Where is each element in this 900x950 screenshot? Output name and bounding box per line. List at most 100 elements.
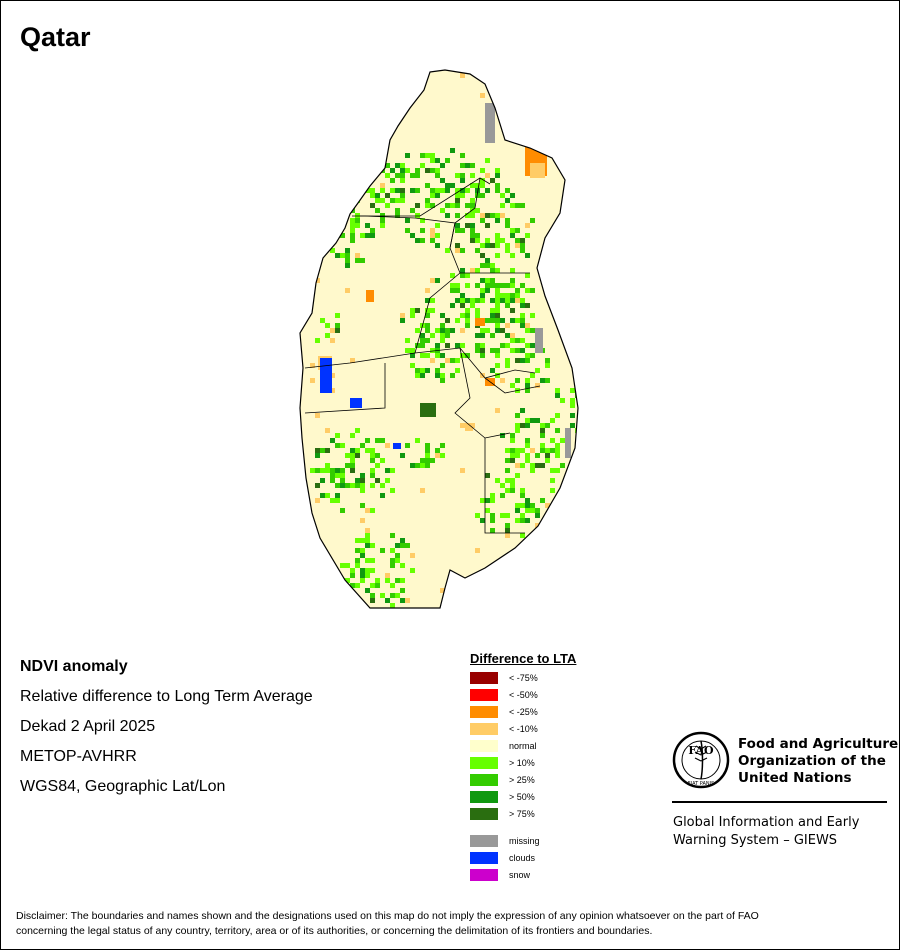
map-pixel <box>350 358 355 363</box>
map-pixel <box>480 168 485 173</box>
map-pixel <box>455 228 460 233</box>
map-pixel <box>510 453 515 458</box>
map-pixel <box>515 413 520 418</box>
map-pixel <box>445 158 450 163</box>
map-pixel <box>455 243 460 248</box>
map-pixel <box>430 203 435 208</box>
map-pixel <box>550 448 555 453</box>
map-pixel <box>355 548 360 553</box>
map-pixel <box>425 443 430 448</box>
map-pixel <box>360 233 365 238</box>
map-pixel <box>545 423 550 428</box>
map-pixel <box>525 288 530 293</box>
map-pixel <box>535 453 540 458</box>
map-pixel <box>545 453 550 458</box>
map-pixel <box>355 483 360 488</box>
map-pixel <box>455 368 460 373</box>
map-pixel <box>485 278 490 283</box>
map-pixel <box>480 288 485 293</box>
map-pixel <box>475 268 480 273</box>
map-pixel <box>490 513 495 518</box>
map-pixel <box>410 353 415 358</box>
map-pixel <box>520 408 525 413</box>
map-pixel <box>370 453 375 458</box>
map-pixel <box>500 318 505 323</box>
map-pixel <box>505 458 510 463</box>
map-pixel <box>505 298 510 303</box>
map-pixel <box>560 438 565 443</box>
map-pixel <box>355 448 360 453</box>
map-pixel <box>495 188 500 193</box>
map-pixel <box>330 373 335 378</box>
map-pixel <box>435 188 440 193</box>
map-pixel <box>510 333 515 338</box>
admin-boundary <box>454 347 511 439</box>
map-pixel <box>510 438 515 443</box>
map-pixel <box>435 353 440 358</box>
map-pixel <box>445 248 450 253</box>
map-pixel <box>470 298 475 303</box>
map-pixel <box>550 468 555 473</box>
legend-item: > 10% <box>470 757 535 769</box>
map-pixel <box>460 293 465 298</box>
map-pixel <box>470 208 475 213</box>
map-pixel <box>460 248 465 253</box>
map-pixel <box>415 368 420 373</box>
map-pixel <box>465 353 470 358</box>
map-pixel <box>450 288 455 293</box>
map-pixel <box>380 218 385 223</box>
map-pixel <box>455 188 460 193</box>
map-pixel <box>440 333 445 338</box>
map-pixel <box>530 288 535 293</box>
map-pixel <box>365 438 370 443</box>
map-pixel <box>430 153 435 158</box>
map-pixel <box>450 373 455 378</box>
map-pixel <box>350 458 355 463</box>
map-pixel <box>465 283 470 288</box>
map-pixel <box>325 493 330 498</box>
map-pixel <box>550 113 555 118</box>
map-pixel <box>525 358 530 363</box>
map-pixel <box>485 318 490 323</box>
map-pixel <box>485 213 490 218</box>
map-pixel <box>335 498 340 503</box>
map-pixel <box>470 183 475 188</box>
map-pixel <box>330 388 335 393</box>
map-pixel <box>390 583 395 588</box>
map-pixel <box>460 468 465 473</box>
map-pixel <box>365 538 370 543</box>
map-pixel <box>425 323 430 328</box>
map-pixel <box>555 388 560 393</box>
map-pixel <box>480 293 485 298</box>
map-pixel <box>440 338 445 343</box>
map-pixel <box>525 353 530 358</box>
map-pixel <box>550 438 555 443</box>
legend-swatch <box>470 869 498 881</box>
legend-item: normal <box>470 740 537 752</box>
map-pixel <box>340 483 345 488</box>
map-pixel <box>350 218 355 223</box>
disclaimer: Disclaimer: The boundaries and names sho… <box>16 909 886 939</box>
map-pixel <box>470 228 475 233</box>
map-pixel <box>315 468 320 473</box>
map-pixel <box>430 333 435 338</box>
map-pixel <box>485 498 490 503</box>
map-pixel <box>525 508 530 513</box>
map-pixel <box>435 233 440 238</box>
map-pixel <box>480 353 485 358</box>
map-pixel <box>335 433 340 438</box>
map-pixel <box>350 238 355 243</box>
map-pixel <box>515 448 520 453</box>
map-pixel <box>500 378 505 383</box>
legend-label: > 10% <box>509 758 535 768</box>
map-pixel <box>505 248 510 253</box>
map-pixel <box>510 488 515 493</box>
map-pixel <box>455 318 460 323</box>
map-pixel <box>525 418 530 423</box>
map-pixel <box>560 463 565 468</box>
map-pixel <box>530 218 535 223</box>
map-pixel <box>375 168 380 173</box>
map-pixel <box>330 498 335 503</box>
map-pixel <box>400 563 405 568</box>
map-pixel <box>525 273 530 278</box>
